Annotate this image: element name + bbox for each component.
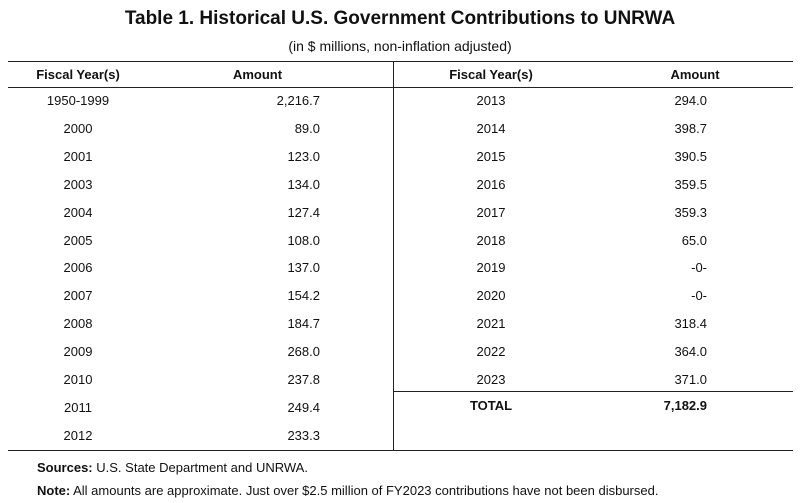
total-label: TOTAL [469,398,513,413]
left-amount-cell: 237.8 [287,372,320,387]
right-year-header: Fiscal Year(s) [449,67,533,82]
total-rule [393,391,793,392]
right-amount-cell: -0- [691,260,707,275]
right-year-cell: 2022 [476,344,506,359]
right-year-cell: 2017 [476,205,506,220]
left-year-cell: 2008 [63,316,93,331]
top-rule [8,61,793,62]
right-amount-cell: -0- [691,288,707,303]
right-amount-cell: 318.4 [674,316,707,331]
right-amount-cell: 294.0 [674,93,707,108]
sources-line: Sources: U.S. State Department and UNRWA… [37,460,308,475]
left-year-cell: 2000 [63,121,93,136]
column-divider [393,61,394,450]
left-amount-cell: 134.0 [287,177,320,192]
total-amount: 7,182.9 [663,398,707,413]
table-title: Table 1. Historical U.S. Government Cont… [124,8,676,29]
bottom-rule [8,450,793,451]
right-year-cell: 2016 [476,177,506,192]
right-amount-cell: 398.7 [674,121,707,136]
left-year-cell: 2012 [63,428,93,443]
left-amount-cell: 184.7 [287,316,320,331]
right-year-cell: 2018 [476,233,506,248]
left-amount-cell: 233.3 [287,428,320,443]
left-year-cell: 2011 [64,400,92,415]
left-amount-cell: 2,216.7 [276,93,320,108]
left-amount-header: Amount [232,67,283,82]
left-year-cell: 1950-1999 [46,93,110,108]
left-amount-cell: 123.0 [287,149,320,164]
note-text: All amounts are approximate. Just over $… [73,483,659,498]
left-year-cell: 2010 [63,372,93,387]
left-amount-cell: 108.0 [287,233,320,248]
right-year-cell: 2021 [476,316,506,331]
table-subtitle: (in $ millions, non-inflation adjusted) [288,38,512,54]
note-line: Note: All amounts are approximate. Just … [37,483,658,498]
right-year-cell: 2015 [476,149,506,164]
right-amount-header: Amount [670,67,720,82]
left-amount-cell: 268.0 [287,344,320,359]
right-year-cell: 2019 [476,260,506,275]
sources-label: Sources: [37,460,93,475]
left-year-header: Fiscal Year(s) [36,67,120,82]
right-amount-cell: 371.0 [674,372,707,387]
right-amount-cell: 359.3 [674,205,707,220]
left-amount-cell: 137.0 [287,260,320,275]
right-year-cell: 2023 [476,372,506,387]
left-amount-cell: 249.4 [287,400,320,415]
left-amount-cell: 89.0 [294,121,320,136]
right-year-cell: 2014 [476,121,506,136]
left-year-cell: 2004 [63,205,93,220]
left-year-cell: 2006 [63,260,93,275]
left-year-cell: 2009 [63,344,93,359]
left-amount-cell: 127.4 [287,205,320,220]
right-amount-cell: 390.5 [674,149,707,164]
right-year-cell: 2020 [476,288,506,303]
right-year-cell: 2013 [476,93,506,108]
left-year-cell: 2007 [63,288,93,303]
right-amount-cell: 364.0 [674,344,707,359]
left-year-cell: 2005 [63,233,93,248]
left-amount-cell: 154.2 [287,288,320,303]
left-year-cell: 2003 [63,177,93,192]
right-amount-cell: 65.0 [681,233,707,248]
header-rule [8,87,793,88]
sources-text: U.S. State Department and UNRWA. [96,460,308,475]
right-amount-cell: 359.5 [674,177,707,192]
note-label: Note: [37,483,71,498]
left-year-cell: 2001 [63,149,93,164]
